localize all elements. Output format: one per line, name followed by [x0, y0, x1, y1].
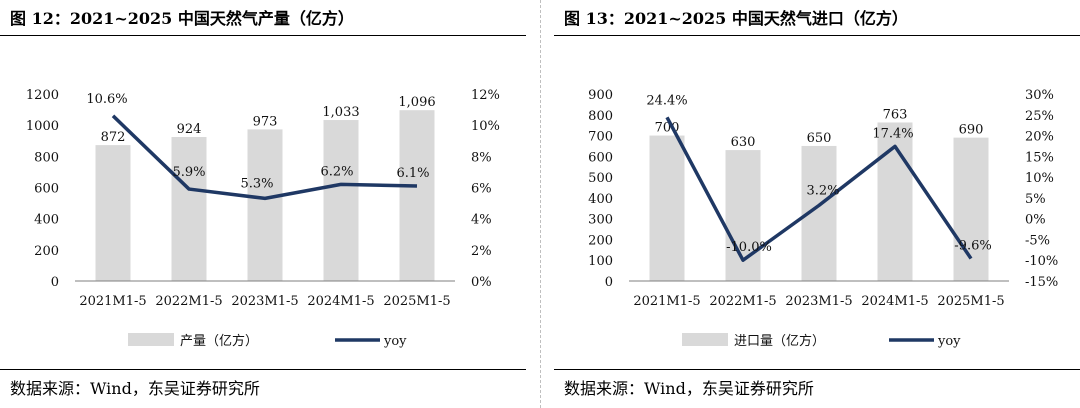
y-left-tick-label: 1000 [26, 119, 59, 134]
legend-line-label: yoy [937, 334, 961, 349]
source-note: 数据来源：Wind，东吴证券研究所 [564, 379, 814, 398]
y-right-tick-label: -15% [1025, 275, 1058, 290]
x-tick-label: 2025M1-5 [383, 294, 450, 309]
yoy-value-label: -9.6% [954, 239, 991, 254]
y-right-tick-label: 10% [471, 119, 500, 134]
bar-value-label: 1,096 [398, 95, 435, 110]
y-left-tick-label: 600 [588, 150, 613, 165]
figure-title: 图 12：2021~2025 中国天然气产量（亿方） [10, 9, 354, 28]
bar [171, 137, 207, 281]
y-right-tick-label: 0% [1025, 213, 1046, 228]
y-left-tick-label: 900 [588, 88, 613, 103]
y-left-tick-label: 200 [34, 244, 59, 259]
source-note: 数据来源：Wind，东吴证券研究所 [10, 379, 260, 398]
yoy-value-label: 3.2% [806, 183, 839, 198]
y-right-tick-label: 15% [1025, 150, 1054, 165]
y-right-tick-label: 2% [471, 244, 492, 259]
y-right-tick-label: 6% [471, 182, 492, 197]
y-left-tick-label: 400 [34, 213, 59, 228]
bar-value-label: 924 [177, 122, 202, 137]
y-left-tick-label: 200 [588, 233, 613, 248]
yoy-value-label: 6.1% [396, 166, 429, 181]
x-tick-label: 2021M1-5 [633, 294, 700, 309]
bar-value-label: 872 [101, 130, 126, 145]
x-tick-label: 2023M1-5 [785, 294, 852, 309]
production-chart: 0 200 400 600 800 1000 1200 0% 2% 4% 6% 8% 10% 12% 202… [26, 88, 500, 349]
y-left-tick-label: 400 [588, 192, 613, 207]
yoy-value-label: 5.3% [240, 176, 273, 191]
legend-bar-swatch [128, 333, 174, 346]
bar [649, 135, 685, 281]
y-right-tick-label: 12% [471, 88, 500, 103]
x-tick-label: 2021M1-5 [79, 294, 146, 309]
y-left-tick-label: 1200 [26, 88, 59, 103]
yoy-value-label: 6.2% [320, 164, 353, 179]
yoy-value-label: 10.6% [86, 92, 127, 107]
panel-imports: 图 13：2021~2025 中国天然气进口（亿方） 0 100 200 300 400… [554, 0, 1080, 408]
y-right-tick-label: 30% [1025, 88, 1054, 103]
legend-bar-swatch [682, 333, 728, 346]
y-left-tick-label: 0 [51, 275, 59, 290]
x-tick-label: 2022M1-5 [709, 294, 776, 309]
y-right-tick-label: 10% [1025, 171, 1054, 186]
y-left-tick-label: 600 [34, 182, 59, 197]
x-tick-label: 2024M1-5 [861, 294, 928, 309]
x-tick-label: 2024M1-5 [307, 294, 374, 309]
y-left-tick-label: 100 [588, 254, 613, 269]
bar [247, 129, 283, 281]
title-rule [554, 35, 1080, 36]
yoy-value-label: 5.9% [172, 165, 205, 180]
y-right-tick-label: 20% [1025, 130, 1054, 145]
yoy-value-label: 17.4% [872, 126, 913, 141]
imports-chart: 0 100 200 300 400 500 600 700 800 900 -15% -10% -5% 0… [588, 88, 1058, 349]
figure-title: 图 13：2021~2025 中国天然气进口（亿方） [564, 9, 908, 28]
bar [323, 120, 359, 281]
y-left-tick-label: 500 [588, 171, 613, 186]
source-rule [0, 369, 526, 370]
panel-production: 图 12：2021~2025 中国天然气产量（亿方） 0 200 400 600 800… [0, 0, 526, 408]
title-rule [0, 35, 526, 36]
legend-bar-label: 产量（亿方） [180, 333, 258, 349]
source-rule [554, 369, 1080, 370]
bar-value-label: 630 [731, 135, 756, 150]
yoy-value-label: -10.0% [726, 240, 772, 255]
y-left-tick-label: 800 [588, 109, 613, 124]
bar-value-label: 650 [807, 131, 832, 146]
x-tick-label: 2025M1-5 [937, 294, 1004, 309]
y-right-tick-label: 4% [471, 213, 492, 228]
y-left-tick-label: 700 [588, 130, 613, 145]
yoy-value-label: 24.4% [646, 93, 687, 108]
yoy-line [111, 114, 418, 201]
legend-bar-label: 进口量（亿方） [734, 333, 825, 349]
y-left-tick-label: 0 [605, 275, 613, 290]
y-right-tick-label: 0% [471, 275, 492, 290]
bar-value-label: 1,033 [322, 105, 359, 120]
panel-divider [540, 0, 541, 408]
bar-value-label: 690 [959, 123, 984, 138]
bar-value-label: 973 [253, 114, 278, 129]
bar [399, 110, 435, 281]
y-right-tick-label: -5% [1025, 233, 1050, 248]
x-tick-label: 2023M1-5 [231, 294, 298, 309]
y-left-tick-label: 800 [34, 150, 59, 165]
y-left-tick-label: 300 [588, 213, 613, 228]
x-tick-label: 2022M1-5 [155, 294, 222, 309]
bar [95, 145, 131, 281]
bar [953, 137, 989, 281]
legend-line-label: yoy [383, 334, 407, 349]
y-right-tick-label: 8% [471, 150, 492, 165]
yoy-line [665, 116, 973, 262]
bar-value-label: 763 [883, 107, 908, 122]
y-right-tick-label: 25% [1025, 109, 1054, 124]
y-right-tick-label: 5% [1025, 192, 1046, 207]
y-right-tick-label: -10% [1025, 254, 1058, 269]
